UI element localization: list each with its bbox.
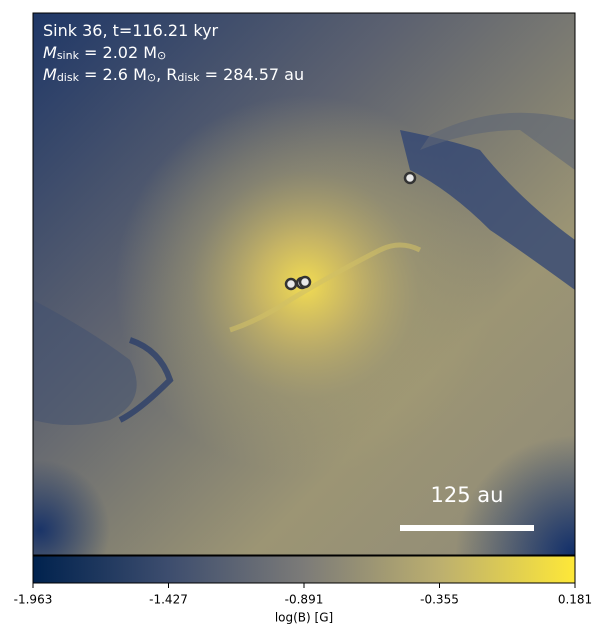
text-part: , R (156, 65, 177, 84)
text-part: = 284.57 au (200, 65, 305, 84)
text-part: Sink 36, t=116.21 kyr (43, 21, 219, 40)
colorbar (32, 555, 576, 584)
text-part: M (43, 43, 57, 62)
subscript: sink (57, 49, 80, 62)
colorbar-tick-label: 0.181 (558, 593, 592, 607)
colorbar-tick-label: -0.891 (285, 593, 324, 607)
text-part: = 2.6 M (79, 65, 147, 84)
sink-markers (284, 171, 417, 291)
subscript: ⊙ (157, 49, 166, 62)
annotation-line: Sink 36, t=116.21 kyr (43, 21, 219, 40)
colorbar-tick-label: -1.427 (149, 593, 188, 607)
text-part: M (43, 65, 57, 84)
text-part: = 2.02 M (79, 43, 157, 62)
scale-bar (400, 525, 534, 531)
colorbar-label: log(B) [G] (275, 611, 333, 625)
sink-marker (403, 171, 417, 185)
subscript: disk (57, 71, 80, 84)
sink-marker (298, 275, 312, 289)
annotation-line: Mdisk = 2.6 M⊙, Rdisk = 284.57 au (43, 65, 304, 85)
colorbar-tick-label: -1.963 (14, 593, 53, 607)
subscript: ⊙ (147, 71, 156, 84)
annotation-line: Msink = 2.02 M⊙ (43, 43, 166, 63)
scale-bar-label: 125 au (431, 483, 504, 507)
sink-marker (284, 277, 298, 291)
subscript: disk (177, 71, 200, 84)
colorbar-tick-label: -0.355 (420, 593, 459, 607)
